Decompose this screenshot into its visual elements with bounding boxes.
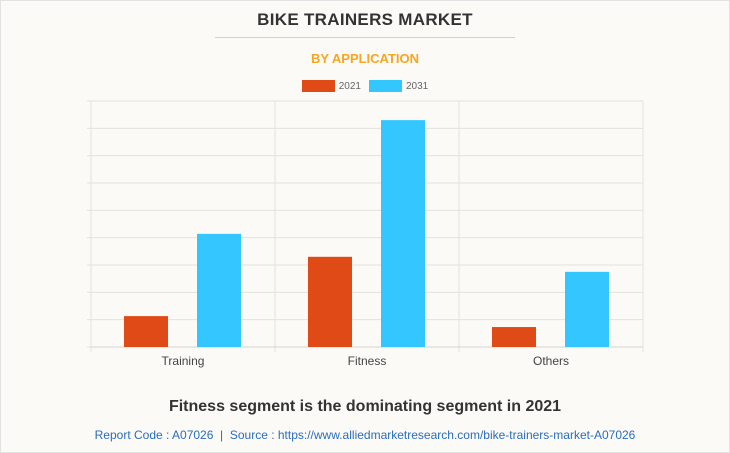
x-tick-label: Training bbox=[162, 354, 205, 368]
legend-swatch-2021 bbox=[301, 80, 335, 92]
legend-item-2021[interactable]: 2021 bbox=[301, 80, 361, 92]
legend-item-2031[interactable]: 2031 bbox=[369, 80, 428, 92]
bar-2031-fitness bbox=[381, 120, 425, 347]
x-tick-label: Fitness bbox=[348, 354, 387, 368]
x-tick-label: Others bbox=[533, 354, 569, 368]
legend: 2021 2031 bbox=[0, 80, 730, 92]
title-divider bbox=[215, 37, 515, 38]
bar-2021-others bbox=[492, 327, 536, 347]
bar-2021-training bbox=[124, 316, 168, 347]
legend-label-2031: 2031 bbox=[406, 80, 429, 92]
chart-title: BIKE TRAINERS MARKET bbox=[257, 10, 473, 29]
bar-2031-others bbox=[565, 271, 609, 347]
source-line[interactable]: Report Code : A07026 | Source : https://… bbox=[94, 428, 636, 442]
legend-label-2021: 2021 bbox=[338, 80, 361, 92]
legend-swatch-2031 bbox=[369, 80, 402, 92]
bar-2021-fitness bbox=[308, 256, 352, 347]
bar-2031-training bbox=[197, 233, 241, 347]
chart-subtitle: BY APPLICATION bbox=[310, 51, 420, 66]
chart-caption: Fitness segment is the dominating segmen… bbox=[168, 398, 562, 415]
